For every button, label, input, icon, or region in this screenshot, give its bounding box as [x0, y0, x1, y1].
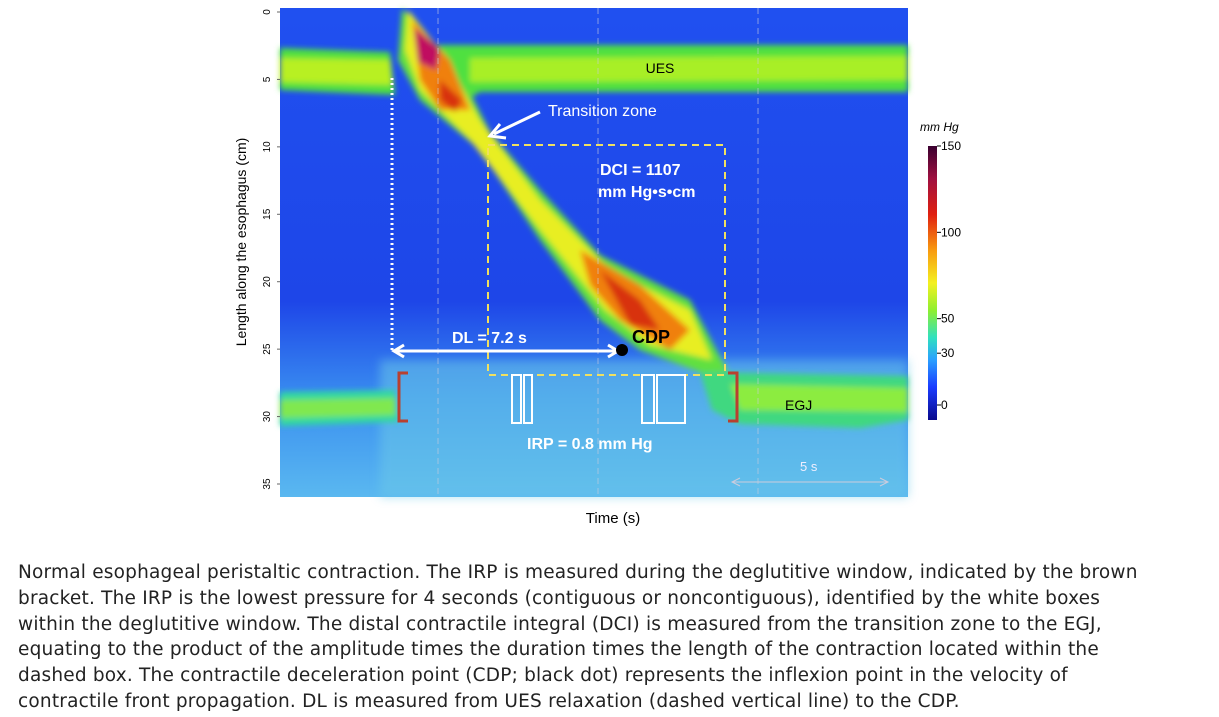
dci-unit: mm Hg•s•cm: [598, 184, 695, 201]
y-tick-label: 0: [262, 9, 273, 15]
dl-label: DL = 7.2 s: [452, 330, 527, 347]
transition-arrow: [487, 110, 541, 140]
caption-line: contractile front propagation. DL is mea…: [18, 690, 960, 712]
colorbar-tick-label: 30: [941, 346, 955, 360]
caption-line: within the deglutitive window. The dista…: [18, 613, 1102, 635]
y-tick-label: 5: [262, 76, 273, 82]
caption-line: Normal esophageal peristaltic contractio…: [18, 562, 1138, 583]
y-tick-label: 30: [262, 411, 273, 423]
y-tick-label: 10: [262, 141, 273, 153]
scale-arrow: [730, 477, 890, 487]
figure: UES Transition zone DCI = 1107 mm Hg•s•c…: [233, 8, 961, 527]
colorbar: [928, 146, 937, 420]
dci-box: [487, 144, 726, 376]
colorbar-tick-label: 50: [941, 312, 955, 326]
irp-boxes: [511, 374, 686, 424]
colorbar-unit: mm Hg: [920, 120, 959, 134]
colorbar-tick-label: 100: [941, 225, 961, 239]
y-tick-label: 25: [262, 343, 273, 355]
irp-label: IRP = 0.8 mm Hg: [527, 436, 653, 453]
y-tick-label: 20: [262, 276, 273, 288]
scale-label: 5 s: [800, 459, 818, 474]
dci-label: DCI = 1107: [600, 162, 681, 179]
heatmap: [280, 8, 908, 497]
y-tick-label: 35: [262, 478, 273, 490]
colorbar-tick-label: 0: [941, 398, 948, 412]
x-axis-label: Time (s): [586, 510, 640, 527]
caption-line: dashed box. The contractile deceleration…: [18, 665, 1068, 687]
egj-label: EGJ: [785, 397, 812, 413]
colorbar-tick-label: 150: [941, 139, 961, 153]
caption-line: equating to the product of the amplitude…: [18, 639, 1099, 661]
caption: Normal esophageal peristaltic contractio…: [18, 560, 1213, 715]
y-axis-label: Length along the esophagus (cm): [233, 138, 249, 347]
y-tick-label: 15: [262, 208, 273, 220]
ues-label: UES: [646, 60, 675, 76]
caption-line: bracket. The IRP is the lowest pressure …: [18, 587, 1101, 609]
transition-zone-label: Transition zone: [548, 103, 657, 120]
deglutitive-bracket: [397, 371, 739, 423]
cdp-label: CDP: [632, 327, 670, 347]
cdp-dot: [616, 344, 628, 356]
